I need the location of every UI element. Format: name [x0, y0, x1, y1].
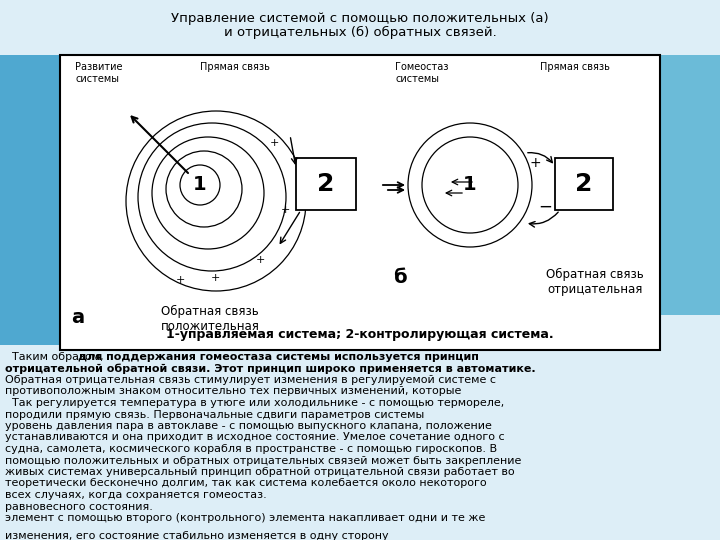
Text: а: а: [71, 308, 84, 327]
Text: живых системах универсальный принцип обратной отрицательной связи работает во: живых системах универсальный принцип обр…: [5, 467, 515, 477]
Text: для поддержания гомеостаза системы используется принцип: для поддержания гомеостаза системы испол…: [78, 352, 479, 362]
FancyBboxPatch shape: [60, 55, 660, 350]
Text: Прямая связь: Прямая связь: [200, 62, 270, 72]
FancyBboxPatch shape: [660, 55, 720, 315]
Text: Управление системой с помощью положительных (а): Управление системой с помощью положитель…: [171, 12, 549, 25]
Text: 1: 1: [463, 176, 477, 194]
Text: +: +: [256, 255, 265, 265]
Text: 1-управляемая система; 2-контролирующая система.: 1-управляемая система; 2-контролирующая …: [166, 328, 554, 341]
Text: Развитие
системы: Развитие системы: [75, 62, 122, 84]
Text: Обратная связь
отрицательная: Обратная связь отрицательная: [546, 268, 644, 296]
Text: +: +: [269, 138, 279, 148]
Text: судна, самолета, космического корабля в пространстве - с помощью гироскопов. В: судна, самолета, космического корабля в …: [5, 444, 497, 454]
Text: помощью положительных и обратных отрицательных связей может быть закрепление: помощью положительных и обратных отрицат…: [5, 456, 521, 465]
Text: 1: 1: [193, 176, 207, 194]
Text: б: б: [393, 268, 407, 287]
Text: изменения, его состояние стабильно изменяется в одну сторону: изменения, его состояние стабильно измен…: [5, 531, 389, 540]
Text: элемент с помощью второго (контрольного) элемента накапливает одни и те же: элемент с помощью второго (контрольного)…: [5, 513, 485, 523]
Text: Таким образом,: Таким образом,: [5, 352, 107, 362]
Text: +: +: [280, 205, 289, 215]
Text: теоретически бесконечно долгим, так как система колебается около некоторого: теоретически бесконечно долгим, так как …: [5, 478, 487, 489]
Text: Обратная связь
положительная: Обратная связь положительная: [161, 305, 259, 333]
Text: отрицательной обратной связи. Этот принцип широко применяется в автоматике.: отрицательной обратной связи. Этот принц…: [5, 363, 536, 374]
Text: 2: 2: [575, 172, 593, 196]
Text: +: +: [175, 275, 185, 285]
Text: Так регулируется температура в утюге или холодильнике - с помощью термореле,: Так регулируется температура в утюге или…: [5, 398, 504, 408]
Text: устанавливаются и она приходит в исходное состояние. Умелое сочетание одного с: устанавливаются и она приходит в исходно…: [5, 433, 505, 442]
Text: породили прямую связь. Первоначальные сдвиги параметров системы: породили прямую связь. Первоначальные сд…: [5, 409, 424, 420]
Text: противоположным знаком относительно тех первичных изменений, которые: противоположным знаком относительно тех …: [5, 387, 462, 396]
Text: 2: 2: [318, 172, 335, 196]
Text: равновесного состояния.: равновесного состояния.: [5, 502, 153, 511]
Text: +: +: [210, 273, 220, 283]
Text: всех случаях, когда сохраняется гомеостаз.: всех случаях, когда сохраняется гомеоста…: [5, 490, 266, 500]
FancyBboxPatch shape: [555, 158, 613, 210]
Text: Гомеостаз
системы: Гомеостаз системы: [395, 62, 449, 84]
FancyBboxPatch shape: [0, 55, 60, 345]
Text: и отрицательных (б) обратных связей.: и отрицательных (б) обратных связей.: [224, 26, 496, 39]
Text: −: −: [538, 198, 552, 216]
Text: Обратная отрицательная связь стимулирует изменения в регулируемой системе с: Обратная отрицательная связь стимулирует…: [5, 375, 496, 385]
Text: уровень давления пара в автоклаве - с помощью выпускного клапана, положение: уровень давления пара в автоклаве - с по…: [5, 421, 492, 431]
Text: Прямая связь: Прямая связь: [540, 62, 610, 72]
Text: +: +: [529, 156, 541, 170]
FancyBboxPatch shape: [296, 158, 356, 210]
